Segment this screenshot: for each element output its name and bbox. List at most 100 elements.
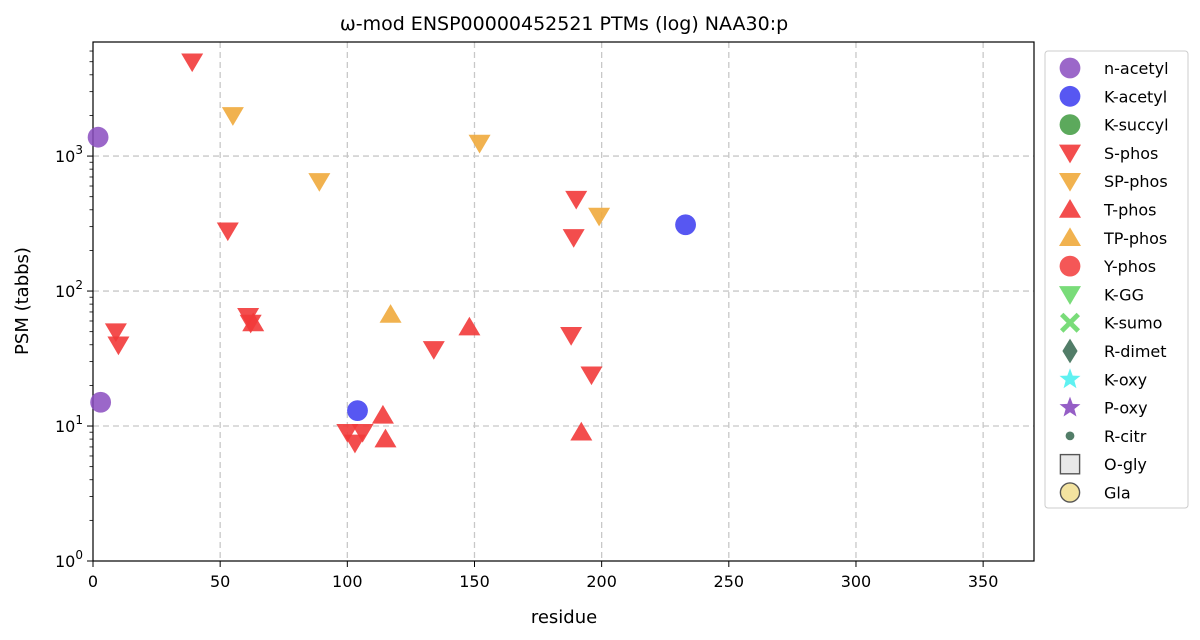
x-tick-label: 250 bbox=[714, 572, 745, 591]
legend-entry: P-oxy bbox=[1059, 396, 1148, 418]
data-point-sp-phos bbox=[468, 134, 491, 154]
legend-label: K-oxy bbox=[1104, 370, 1147, 389]
legend-marker bbox=[1059, 255, 1081, 277]
legend-marker bbox=[1059, 172, 1081, 192]
legend-marker bbox=[1059, 85, 1081, 107]
legend-entry: TP-phos bbox=[1059, 227, 1167, 248]
legend-marker bbox=[1059, 482, 1081, 503]
data-point-t-phos bbox=[458, 316, 481, 336]
legend: n-acetyl K-acetyl K-succyl S-phos SP-phos T-p… bbox=[1044, 50, 1189, 509]
legend-label: O-gly bbox=[1104, 455, 1147, 474]
y-tick-base: 10 bbox=[55, 552, 75, 571]
x-tick-label: 100 bbox=[332, 572, 363, 591]
legend-label: R-citr bbox=[1104, 427, 1147, 446]
legend-entry: n-acetyl bbox=[1059, 57, 1169, 79]
y-tick-base: 10 bbox=[55, 147, 75, 166]
x-axis-label: residue bbox=[531, 607, 597, 628]
data-point-s-phos bbox=[560, 327, 583, 346]
legend-marker bbox=[1059, 199, 1081, 218]
y-tick-label: 103 bbox=[55, 143, 83, 166]
legend-marker bbox=[1059, 368, 1081, 389]
data-point-s-phos bbox=[336, 423, 359, 443]
data-point-s-phos bbox=[181, 53, 204, 73]
legend-marker bbox=[1059, 286, 1081, 305]
plot-frame bbox=[92, 41, 1035, 562]
legend-entry: O-gly bbox=[1059, 453, 1147, 475]
data-point-s-phos bbox=[216, 222, 239, 242]
data-point-s-phos bbox=[351, 423, 374, 443]
x-tick-label: 50 bbox=[210, 572, 230, 591]
data-point-s-phos bbox=[580, 366, 603, 386]
chart-title: ω-mod ENSP00000452521 PTMs (log) NAA30:p bbox=[340, 13, 788, 35]
data-point-s-phos bbox=[562, 229, 585, 248]
y-tick-label: 100 bbox=[55, 548, 83, 571]
data-point-s-phos bbox=[104, 323, 127, 343]
y-tick-exponent: 2 bbox=[75, 278, 83, 292]
x-tick-label: 350 bbox=[968, 572, 999, 591]
legend-marker bbox=[1059, 227, 1081, 247]
legend-entry: Y-phos bbox=[1059, 255, 1156, 277]
legend-entry: K-sumo bbox=[1060, 312, 1162, 333]
legend-marker bbox=[1062, 338, 1078, 364]
y-tick-base: 10 bbox=[55, 282, 75, 301]
legend-marker bbox=[1059, 57, 1081, 79]
legend-label: P-oxy bbox=[1104, 399, 1148, 418]
legend-label: n-acetyl bbox=[1104, 59, 1169, 78]
data-point-t-phos bbox=[371, 404, 394, 424]
legend-entry: R-dimet bbox=[1062, 338, 1167, 364]
legend-entry: R-citr bbox=[1065, 427, 1147, 446]
y-tick-exponent: 0 bbox=[75, 548, 83, 562]
legend-label: K-acetyl bbox=[1104, 87, 1167, 106]
legend-label: K-succyl bbox=[1104, 116, 1169, 135]
y-axis-label: PSM (tabbs) bbox=[12, 247, 33, 355]
legend-entry: K-succyl bbox=[1059, 114, 1169, 135]
legend-entry: K-oxy bbox=[1059, 368, 1147, 389]
legend-marker bbox=[1060, 312, 1080, 333]
data-point-sp-phos bbox=[221, 107, 244, 126]
legend-marker bbox=[1059, 114, 1081, 135]
legend-frame bbox=[1044, 50, 1189, 509]
data-points bbox=[87, 53, 696, 454]
legend-marker bbox=[1059, 453, 1081, 475]
legend-marker bbox=[1059, 144, 1081, 164]
legend-label: K-sumo bbox=[1104, 314, 1162, 333]
legend-entry: Gla bbox=[1059, 482, 1131, 503]
y-tick-label: 101 bbox=[55, 413, 83, 436]
y-tick-base: 10 bbox=[55, 417, 75, 436]
data-point-s-phos bbox=[107, 336, 130, 356]
legend-entry: K-GG bbox=[1059, 285, 1144, 305]
data-point-s-phos bbox=[565, 190, 588, 210]
data-point-s-phos bbox=[422, 341, 445, 360]
legend-label: Gla bbox=[1104, 484, 1131, 503]
x-tick-label: 150 bbox=[459, 572, 490, 591]
y-tick-exponent: 3 bbox=[75, 143, 83, 157]
legend-label: S-phos bbox=[1104, 144, 1158, 163]
data-point-tp-phos bbox=[379, 304, 402, 323]
legend-entry: K-acetyl bbox=[1059, 85, 1167, 107]
data-point-n-acetyl bbox=[90, 391, 112, 413]
legend-label: T-phos bbox=[1103, 201, 1157, 220]
legend-label: Y-phos bbox=[1103, 257, 1156, 276]
legend-marker bbox=[1065, 431, 1075, 441]
legend-entry: S-phos bbox=[1059, 144, 1158, 164]
y-tick-label: 102 bbox=[55, 278, 83, 301]
x-tick-label: 200 bbox=[586, 572, 617, 591]
legend-label: SP-phos bbox=[1104, 172, 1168, 191]
data-point-s-phos bbox=[343, 434, 366, 454]
legend-label: K-GG bbox=[1104, 285, 1144, 304]
data-point-sp-phos bbox=[588, 207, 611, 227]
grid bbox=[93, 42, 1034, 561]
x-tick-label: 300 bbox=[841, 572, 872, 591]
y-tick-exponent: 1 bbox=[75, 413, 83, 427]
data-point-k-acetyl bbox=[675, 214, 696, 236]
legend-entry: T-phos bbox=[1059, 199, 1157, 220]
legend-marker bbox=[1059, 396, 1081, 417]
data-point-t-phos bbox=[242, 312, 265, 332]
data-point-sp-phos bbox=[308, 173, 331, 192]
legend-label: TP-phos bbox=[1103, 229, 1167, 248]
data-point-t-phos bbox=[374, 428, 397, 448]
legend-label: R-dimet bbox=[1104, 342, 1167, 361]
x-tick-label: 0 bbox=[88, 572, 98, 591]
